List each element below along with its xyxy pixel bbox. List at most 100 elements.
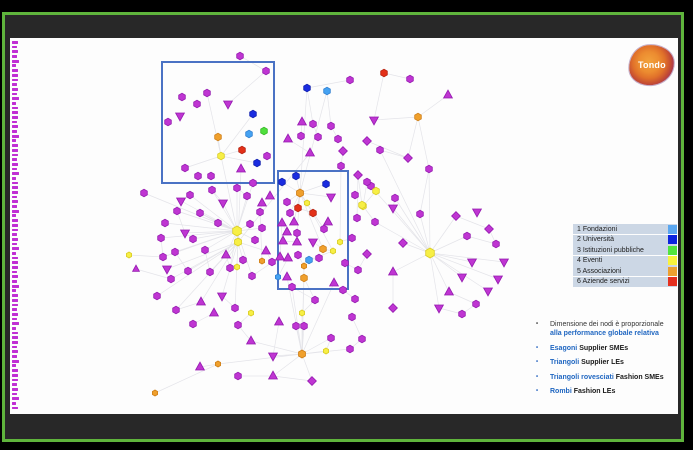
graph-node-hexagon[interactable] [293, 228, 301, 238]
graph-node-hexagon[interactable] [249, 178, 257, 188]
node-list-item[interactable] [12, 294, 18, 297]
graph-node-hexagon[interactable] [233, 183, 241, 193]
node-list-item[interactable] [12, 83, 17, 86]
graph-node-hexagon[interactable] [354, 265, 362, 275]
graph-node-hexagon[interactable] [294, 203, 302, 213]
graph-node-hexagon[interactable] [258, 257, 266, 265]
graph-node-diamond[interactable] [307, 376, 317, 386]
graph-node-hexagon[interactable] [249, 109, 257, 119]
node-list-item[interactable] [12, 280, 17, 283]
node-list-item[interactable] [12, 153, 18, 157]
graph-node-hexagon[interactable] [178, 92, 186, 102]
graph-node-triangle-down[interactable] [492, 275, 504, 285]
graph-node-hexagon[interactable] [208, 185, 216, 195]
node-list-item[interactable] [12, 106, 18, 110]
graph-node-hexagon[interactable] [348, 233, 356, 243]
graph-node-hexagon[interactable] [339, 285, 347, 295]
graph-node-hexagon[interactable] [258, 223, 266, 233]
graph-node-hexagon[interactable] [140, 188, 148, 198]
graph-node-hexagon[interactable] [323, 86, 331, 96]
graph-node-hexagon[interactable] [167, 274, 175, 284]
graph-node-hexagon[interactable] [315, 253, 323, 263]
graph-node-triangle-down[interactable] [387, 204, 399, 214]
node-list-item[interactable] [12, 69, 18, 72]
graph-node-triangle[interactable] [443, 286, 455, 296]
graph-node-hexagon[interactable] [263, 151, 271, 161]
graph-node-hexagon[interactable] [214, 360, 222, 368]
node-list-item[interactable] [12, 284, 19, 288]
node-list-item[interactable] [12, 383, 17, 386]
node-list-item[interactable] [12, 59, 19, 63]
graph-node-hexagon[interactable] [463, 231, 471, 241]
node-list-item[interactable] [12, 195, 17, 199]
node-list-item[interactable] [12, 45, 17, 49]
graph-node-triangle[interactable] [288, 216, 300, 226]
node-list-item[interactable] [12, 369, 18, 372]
graph-node-diamond[interactable] [484, 224, 494, 234]
node-list-item[interactable] [12, 359, 19, 363]
graph-node-hexagon[interactable] [186, 190, 194, 200]
node-list-item[interactable] [12, 331, 18, 335]
graph-node-hexagon[interactable] [351, 294, 359, 304]
graph-node-triangle-down[interactable] [161, 265, 173, 275]
graph-node-hexagon[interactable] [238, 145, 246, 155]
node-list-item[interactable] [12, 350, 18, 354]
graph-node-hexagon[interactable] [161, 218, 169, 228]
node-list-item[interactable] [12, 336, 18, 340]
graph-node-triangle[interactable] [277, 235, 289, 245]
graph-node-hexagon[interactable] [262, 66, 270, 76]
graph-node-hexagon[interactable] [234, 320, 242, 330]
node-list-item[interactable] [12, 41, 18, 44]
graph-node-hexagon[interactable] [309, 208, 317, 218]
graph-node-triangle[interactable] [328, 277, 340, 287]
node-list-item[interactable] [12, 87, 18, 91]
graph-node-hexagon[interactable] [458, 309, 466, 319]
graph-node-hexagon[interactable] [286, 208, 294, 218]
node-list-item[interactable] [12, 373, 18, 377]
selection-box[interactable] [161, 61, 275, 184]
graph-node-hexagon[interactable] [239, 255, 247, 265]
graph-node-hexagon[interactable] [214, 132, 222, 142]
graph-node-hexagon[interactable] [358, 200, 366, 210]
selection-box[interactable] [277, 170, 349, 290]
node-list-item[interactable] [12, 397, 19, 401]
node-list-item[interactable] [12, 308, 17, 311]
graph-node-hexagon[interactable] [206, 267, 214, 277]
node-list-item[interactable] [12, 298, 18, 302]
graph-node-hexagon[interactable] [288, 282, 296, 292]
graph-node-diamond[interactable] [338, 146, 348, 156]
graph-node-triangle[interactable] [208, 307, 220, 317]
graph-node-hexagon[interactable] [334, 134, 342, 144]
graph-node-hexagon[interactable] [126, 251, 133, 259]
graph-node-hexagon[interactable] [414, 112, 422, 122]
graph-node-triangle[interactable] [296, 116, 308, 126]
graph-node-hexagon[interactable] [319, 244, 327, 254]
node-list-item[interactable] [12, 219, 18, 222]
node-list-item[interactable] [12, 200, 18, 204]
graph-node-triangle-down[interactable] [267, 352, 279, 362]
graph-node-hexagon[interactable] [201, 245, 209, 255]
node-list-item[interactable] [12, 92, 17, 96]
graph-node-hexagon[interactable] [171, 247, 179, 257]
graph-node-triangle-down[interactable] [466, 258, 478, 268]
graph-node-hexagon[interactable] [233, 263, 241, 271]
graph-node-hexagon[interactable] [353, 213, 361, 223]
graph-node-hexagon[interactable] [296, 188, 304, 198]
graph-node-triangle[interactable] [194, 361, 206, 371]
graph-node-triangle-down[interactable] [456, 273, 468, 283]
graph-node-triangle-down[interactable] [433, 304, 445, 314]
graph-node-hexagon[interactable] [214, 218, 222, 228]
node-list-item[interactable] [12, 312, 18, 316]
graph-node-hexagon[interactable] [351, 190, 359, 200]
node-list-item[interactable] [12, 205, 17, 208]
graph-node-hexagon[interactable] [371, 217, 379, 227]
node-list-item[interactable] [12, 326, 16, 330]
graph-node-hexagon[interactable] [243, 191, 251, 201]
graph-node-triangle-down[interactable] [217, 199, 229, 209]
graph-node-hexagon[interactable] [189, 319, 197, 329]
graph-node-hexagon[interactable] [173, 206, 181, 216]
node-list-item[interactable] [12, 134, 19, 138]
graph-node-hexagon[interactable] [322, 179, 330, 189]
graph-node-hexagon[interactable] [157, 233, 165, 243]
